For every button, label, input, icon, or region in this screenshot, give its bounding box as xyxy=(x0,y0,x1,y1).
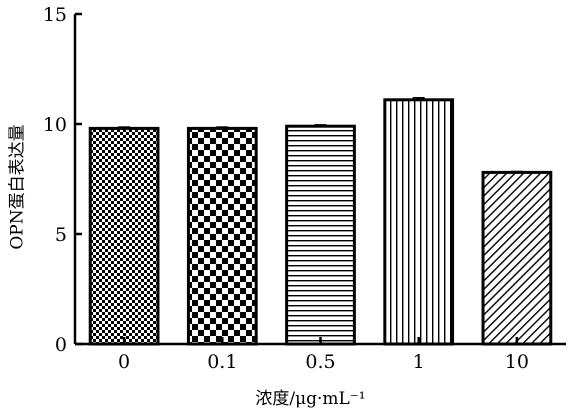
bar-0.5 xyxy=(285,124,356,346)
y-tick-label: 15 xyxy=(43,4,67,26)
x-tick-label: 0 xyxy=(118,351,130,373)
y-tick-label: 5 xyxy=(55,224,67,246)
y-tick-label: 0 xyxy=(55,334,67,356)
bar-1 xyxy=(383,98,455,346)
bar-10 xyxy=(481,170,553,346)
x-tick-label: 10 xyxy=(505,351,529,373)
x-tick-label: 0.5 xyxy=(305,351,335,373)
bar-0.1 xyxy=(186,126,258,346)
y-tick-label: 10 xyxy=(43,114,67,136)
x-axis-title: 浓度/μg·mL⁻¹ xyxy=(255,389,365,409)
x-ticks: 0 0.1 0.5 1 10 xyxy=(118,337,529,373)
y-axis-title: OPN蛋白表达量 xyxy=(8,124,28,249)
y-ticks: 0 5 10 15 xyxy=(43,4,82,356)
x-tick-label: 0.1 xyxy=(207,351,237,373)
bar-0 xyxy=(88,126,160,346)
x-tick-label: 1 xyxy=(413,351,425,373)
bars-layer xyxy=(88,97,553,346)
